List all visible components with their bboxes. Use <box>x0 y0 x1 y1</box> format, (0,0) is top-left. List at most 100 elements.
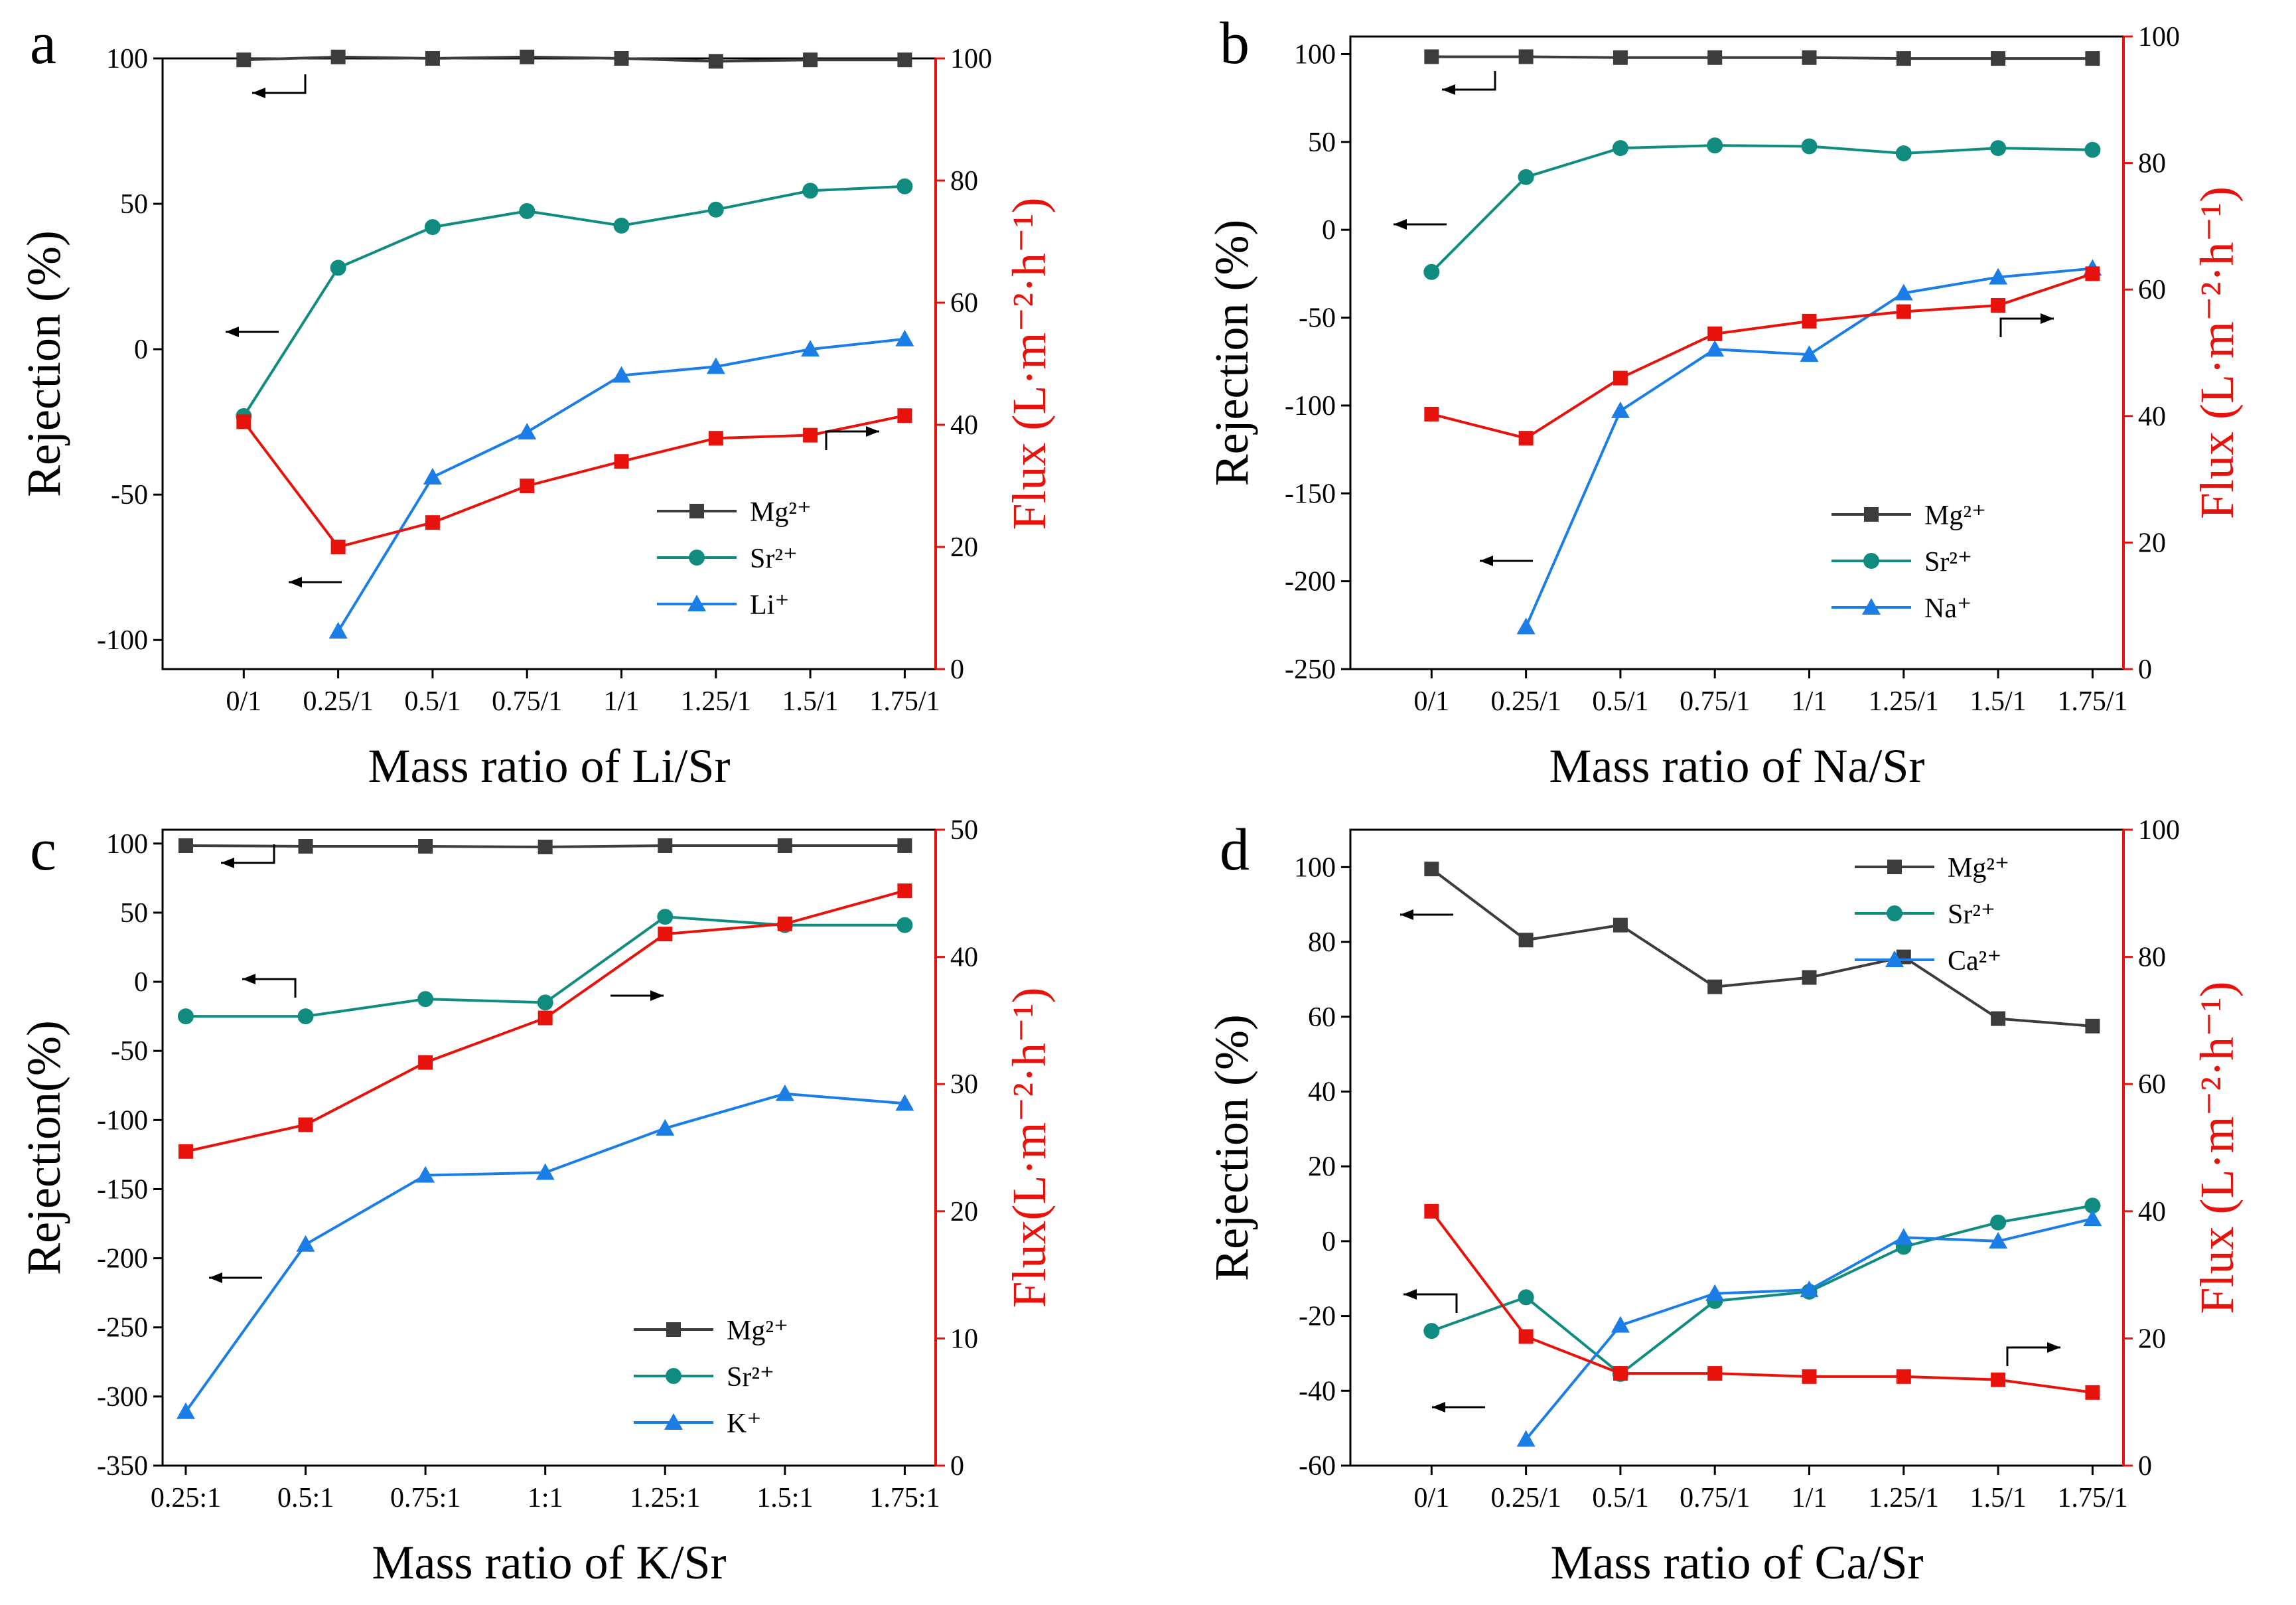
x-tick-label: 1.5:1 <box>756 1483 813 1513</box>
axis-direction-arrow <box>289 577 342 587</box>
data-point-flux <box>236 414 251 429</box>
legend-label-x: Li⁺ <box>750 590 790 621</box>
data-point-x <box>1989 268 2008 285</box>
y2-tick-label: 20 <box>950 532 978 563</box>
data-point-x <box>176 1402 195 1419</box>
y2-tick-label: 40 <box>950 410 978 441</box>
data-point-flux <box>614 454 629 469</box>
data-point-mg <box>1802 50 1817 65</box>
legend-label-x: Ca²⁺ <box>1948 946 2001 976</box>
y-axis-title: Rejection (%) <box>1205 1014 1258 1281</box>
chart-panel-b: 100 50 0 -50 -100 -150 -200 -250 0 20 40 60 80 100 0/1… <box>1205 11 2244 793</box>
series-line-x <box>184 1092 905 1413</box>
y2-tick-label: 30 <box>950 1069 978 1100</box>
data-point-x <box>416 1166 435 1183</box>
legend-label-mg: Mg²⁺ <box>727 1316 788 1346</box>
axis-direction-arrow <box>1999 313 2054 337</box>
series-line-mg <box>244 55 905 63</box>
data-point-flux <box>1424 1203 1439 1219</box>
data-point-flux <box>897 408 912 423</box>
x-tick-label: 1.75/1 <box>2057 1483 2127 1513</box>
panel-letter: b <box>1220 11 1250 76</box>
data-point-flux <box>708 431 723 446</box>
y2-tick-label: 100 <box>2138 22 2180 52</box>
legend-marker-x <box>1885 951 1904 967</box>
chart-panel-c: 100 50 0 -50 -100 -150 -200 -250 -300 -350 0 10 20 30… <box>17 815 1056 1589</box>
y2-tick-label: 20 <box>950 1197 978 1227</box>
data-point-mg <box>1991 51 2006 66</box>
data-point-mg <box>2085 1018 2100 1033</box>
legend-marker-x <box>687 595 706 611</box>
legend-label-sr: Sr²⁺ <box>1948 899 1995 930</box>
data-point-flux <box>777 916 792 931</box>
data-point-flux <box>418 1055 433 1070</box>
legend-label-x: Na⁺ <box>1924 593 1972 624</box>
y-tick-label: -300 <box>97 1382 148 1413</box>
data-point-x <box>1611 1316 1630 1333</box>
legend-marker-sr <box>1887 905 1902 921</box>
data-point-x <box>1800 1280 1819 1298</box>
y2-tick-label: 20 <box>2138 1324 2166 1354</box>
data-point-sr <box>330 260 346 276</box>
y-tick-label: 0 <box>134 335 148 365</box>
data-point-mg <box>1802 970 1817 985</box>
axis-direction-arrow <box>610 990 664 1001</box>
x-tick-label: 0.75/1 <box>1680 1483 1750 1513</box>
data-point-mg <box>897 838 912 853</box>
x-tick-label: 1/1 <box>1792 686 1828 717</box>
y2-tick-label: 80 <box>2138 149 2166 179</box>
data-point-x <box>801 340 820 357</box>
data-point-mg <box>1424 49 1439 64</box>
axis-direction-arrow <box>1394 219 1447 230</box>
data-point-flux <box>1802 313 1817 329</box>
y2-tick-label: 40 <box>2138 1197 2166 1227</box>
data-point-flux <box>1613 370 1628 386</box>
data-point-x <box>1705 340 1725 357</box>
data-point-sr <box>1707 137 1723 154</box>
x-axis-title: Mass ratio of Li/Sr <box>368 739 731 793</box>
data-point-mg <box>1613 50 1628 65</box>
data-point-flux <box>1991 298 2006 313</box>
data-point-sr <box>707 201 724 218</box>
data-point-mg <box>330 49 346 64</box>
axis-direction-arrow <box>226 327 279 337</box>
data-point-x <box>1894 283 1913 301</box>
data-point-flux <box>1802 1369 1817 1384</box>
data-point-flux <box>803 427 818 443</box>
data-point-flux <box>1518 1329 1534 1344</box>
data-point-mg <box>897 52 912 68</box>
x-axis-title: Mass ratio of Ca/Sr <box>1551 1536 1924 1589</box>
legend-marker-sr <box>666 1368 682 1384</box>
data-point-mg <box>520 49 535 64</box>
y2-tick-label: 0 <box>2138 1451 2152 1482</box>
x-tick-label: 1.25:1 <box>630 1483 700 1513</box>
axis-direction-arrow <box>242 974 297 998</box>
data-point-x <box>706 357 725 374</box>
series-line-sr <box>242 185 905 417</box>
data-point-flux <box>178 1144 193 1159</box>
x-tick-label: 1/1 <box>1792 1483 1828 1513</box>
x-tick-label: 1.25/1 <box>1869 1483 1939 1513</box>
data-point-x <box>775 1084 794 1101</box>
series-line-x <box>336 337 905 633</box>
data-point-x <box>895 1094 914 1111</box>
data-point-x <box>1894 1228 1913 1245</box>
data-point-sr <box>417 991 434 1008</box>
legend-marker-mg <box>1887 860 1902 874</box>
legend-label-mg: Mg²⁺ <box>750 497 812 528</box>
series-line-x <box>1525 1217 2093 1440</box>
y-tick-label: -200 <box>1285 567 1336 597</box>
y-tick-label: -50 <box>111 1036 148 1067</box>
data-point-sr <box>1518 1289 1534 1306</box>
plot-frame <box>1349 828 2125 1467</box>
x-tick-label: 1.25/1 <box>1869 686 1939 717</box>
data-point-sr <box>802 183 819 199</box>
data-point-mg <box>1707 979 1723 994</box>
x-tick-label: 1:1 <box>528 1483 563 1513</box>
y2-tick-label: 40 <box>950 943 978 973</box>
y2-tick-label: 60 <box>2138 1069 2166 1100</box>
data-point-flux <box>2085 1385 2100 1400</box>
y-tick-label: -250 <box>97 1313 148 1343</box>
axis-direction-arrow <box>221 844 275 868</box>
y-tick-label: -50 <box>111 480 148 510</box>
